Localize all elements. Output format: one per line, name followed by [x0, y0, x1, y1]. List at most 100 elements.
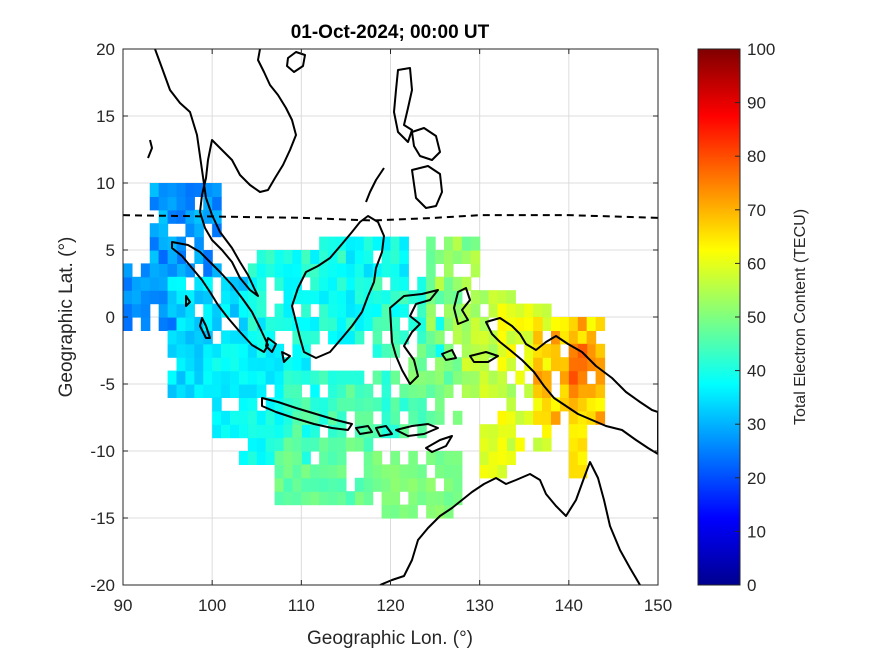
tec-cell — [319, 491, 329, 506]
tec-cell — [524, 410, 534, 425]
tec-cell — [551, 357, 561, 372]
tec-cell — [354, 491, 365, 506]
tec-cell — [497, 303, 508, 318]
tec-cell — [345, 384, 356, 398]
tec-cell — [559, 370, 570, 385]
tec-cell — [256, 424, 267, 439]
tec-cell — [586, 410, 597, 425]
tec-cell — [372, 343, 383, 358]
tec-cell — [256, 317, 267, 331]
tec-cell — [212, 196, 222, 211]
tec-cell — [444, 236, 454, 251]
tec-cell — [265, 317, 276, 331]
tec-cell — [328, 384, 338, 398]
tec-cell — [345, 276, 356, 291]
tec-cell — [444, 491, 454, 506]
tec-cell — [328, 250, 338, 264]
tec-cell — [479, 451, 490, 465]
tec-cell — [363, 263, 374, 278]
tec-cell — [488, 464, 499, 479]
tec-cell — [292, 424, 302, 439]
tec-cell — [381, 236, 392, 251]
tec-cell — [461, 370, 472, 385]
tec-cell — [292, 276, 302, 291]
tec-cell — [247, 437, 258, 452]
tec-cell — [256, 290, 267, 305]
tec-cell — [461, 357, 472, 372]
tec-cell — [399, 236, 409, 251]
tec-cell — [461, 330, 472, 345]
tec-cell — [149, 290, 160, 305]
tec-cell — [123, 276, 133, 291]
tec-cell — [435, 276, 445, 291]
tec-cell — [381, 303, 392, 318]
tec-cell — [247, 330, 258, 345]
tec-cell — [238, 343, 249, 358]
tec-cell — [274, 491, 285, 506]
tec-cell — [328, 330, 338, 345]
tec-cell — [533, 397, 543, 412]
tec-cell — [399, 464, 409, 479]
tec-cell — [221, 410, 231, 425]
tec-cell — [542, 370, 552, 385]
tec-cell — [542, 410, 552, 425]
tec-cell — [408, 357, 418, 372]
tec-cell — [399, 303, 409, 318]
tec-cell — [292, 250, 302, 264]
tec-cell — [292, 464, 302, 479]
tec-cell — [354, 290, 365, 305]
tec-cell — [479, 330, 490, 345]
tec-cell — [542, 384, 552, 398]
tec-cell — [363, 397, 374, 412]
tec-cell — [301, 424, 311, 439]
tec-cell — [230, 343, 240, 358]
tec-cell — [444, 451, 454, 465]
tec-cell — [488, 290, 499, 305]
tec-cell — [212, 357, 222, 372]
tec-cell — [470, 330, 481, 345]
tec-cell — [247, 451, 258, 465]
tec-cell — [185, 209, 195, 224]
tec-cell — [533, 317, 543, 331]
colorbar-tick-label: 100 — [747, 40, 775, 59]
tec-cell — [203, 370, 213, 385]
tec-cell — [390, 397, 401, 412]
tec-cell — [435, 464, 445, 479]
tec-cell — [221, 343, 231, 358]
coastline-java — [261, 397, 353, 431]
tec-cell — [452, 410, 463, 425]
tec-cell — [479, 437, 490, 452]
tec-cell — [461, 276, 472, 291]
tec-cell — [461, 317, 472, 331]
tec-cell — [577, 464, 588, 479]
tec-cell — [399, 384, 409, 398]
tec-cell — [595, 384, 606, 398]
y-tick-label: 0 — [106, 308, 115, 327]
tec-cell — [426, 477, 436, 492]
tec-cell — [185, 370, 195, 385]
tec-cell — [497, 343, 508, 358]
tec-cell — [506, 303, 516, 318]
tec-cell — [372, 397, 383, 412]
tec-cell — [301, 451, 311, 465]
tec-cell — [328, 397, 338, 412]
tec-cell — [256, 263, 267, 278]
tec-cell — [381, 263, 392, 278]
tec-cell — [131, 290, 142, 305]
tec-cell — [274, 303, 285, 318]
coastline-buru — [441, 349, 457, 361]
tec-cell — [551, 317, 561, 331]
tec-cell — [408, 290, 418, 305]
tec-cell — [444, 370, 454, 385]
x-tick-label: 110 — [288, 596, 315, 615]
tec-cell — [479, 317, 490, 331]
tec-cell — [497, 410, 508, 425]
tec-cell — [390, 276, 401, 291]
tec-cell — [399, 290, 409, 305]
tec-cell — [595, 410, 606, 425]
tec-cell — [310, 317, 320, 331]
tec-cell — [158, 196, 169, 211]
tec-cell — [194, 276, 204, 291]
tec-cell — [292, 397, 302, 412]
tec-cell — [221, 330, 231, 345]
